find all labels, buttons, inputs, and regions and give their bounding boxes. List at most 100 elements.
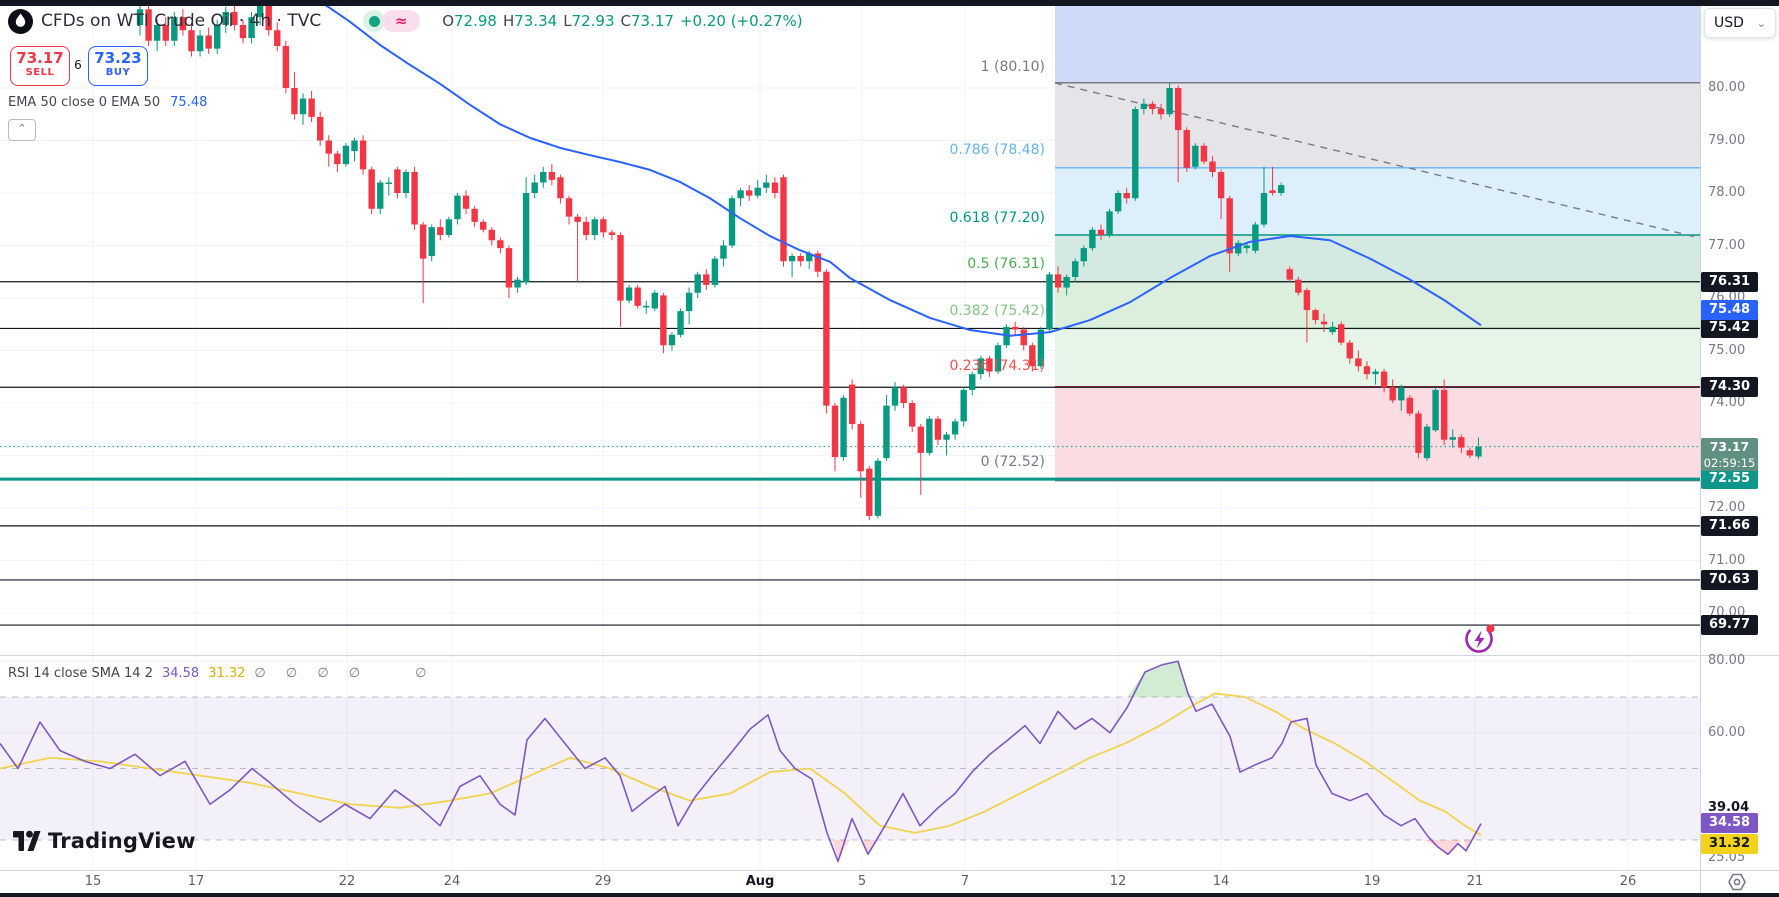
fib-level-label: 0.786 (78.48) <box>949 142 1045 158</box>
change-value: +0.20 (+0.27%) <box>679 12 803 30</box>
candle-body <box>634 287 641 306</box>
boost-flash-button[interactable] <box>1462 620 1500 660</box>
candle-body <box>1209 161 1216 172</box>
pane-divider[interactable] <box>0 655 1779 656</box>
candle-body <box>1192 145 1199 167</box>
scale-settings-button[interactable] <box>1726 872 1748 896</box>
sell-price: 73.17 <box>16 49 64 67</box>
candle-body <box>677 311 684 335</box>
sell-button[interactable]: 73.17 SELL <box>10 46 70 86</box>
candle-body <box>1157 109 1165 115</box>
sell-label: SELL <box>25 67 55 78</box>
candle-body <box>943 434 950 440</box>
candle-body <box>1432 389 1439 431</box>
time-axis-label: 7 <box>960 874 970 889</box>
candle-body <box>1097 229 1105 235</box>
candle-body <box>1029 345 1036 367</box>
candle-body <box>171 17 178 41</box>
candle-body <box>1114 193 1122 212</box>
open-label: O <box>442 12 455 30</box>
rsi-legend[interactable]: RSI 14 close SMA 14 2 34.58 31.32 ∅ ∅ ∅ … <box>8 666 426 681</box>
candle-body <box>763 182 770 188</box>
candle-body <box>1054 274 1062 288</box>
candle-body <box>1320 321 1328 325</box>
market-open-dot-icon <box>363 10 386 32</box>
candle-body <box>402 172 410 193</box>
candle-body <box>437 227 444 235</box>
candle-body <box>1329 326 1336 333</box>
lightning-icon <box>1465 624 1495 653</box>
symbol-logo-icon <box>8 8 33 34</box>
price-axis-label: 72.00 <box>1708 500 1746 515</box>
price-axis-label: 75.00 <box>1708 342 1746 358</box>
candle-body <box>780 177 787 262</box>
candle-body <box>1277 185 1285 193</box>
price-axis-label: 71.00 <box>1708 552 1746 568</box>
tradingview-watermark[interactable]: TradingView <box>13 828 196 854</box>
currency-selector[interactable]: USD ⌄ <box>1704 8 1776 38</box>
candle-body <box>1235 242 1242 254</box>
time-axis-label: Aug <box>745 874 775 889</box>
rsi-line <box>0 660 1482 863</box>
time-axis-label: 22 <box>338 874 356 889</box>
time-axis-label: 24 <box>443 874 461 889</box>
candle-body <box>488 229 495 241</box>
ema50-line <box>317 0 1482 337</box>
candle-body <box>325 140 332 154</box>
time-axis-label: 14 <box>1212 874 1230 889</box>
price-axis-label: 79.00 <box>1708 132 1746 148</box>
candle-body <box>368 169 375 209</box>
candle-body <box>1140 103 1148 109</box>
candle-body <box>909 403 916 427</box>
price-axis-label: 80.00 <box>1708 80 1746 95</box>
candle-body <box>977 358 985 375</box>
fib-band <box>1055 82 1700 168</box>
fib-band <box>1055 281 1700 329</box>
candle-body <box>1269 190 1276 193</box>
fib-level-label: 0.236 (74.31) <box>949 358 1045 374</box>
candle-body <box>136 9 144 25</box>
fib-band <box>1055 235 1700 282</box>
candle-body <box>917 426 924 453</box>
fib-band <box>1055 6 1700 83</box>
candle-body <box>934 418 942 440</box>
candle-body <box>1149 103 1156 109</box>
ema-legend[interactable]: EMA 50 close 0 EMA 50 75.48 <box>8 95 207 110</box>
candle-body <box>651 292 658 309</box>
time-axis-label: 12 <box>1109 874 1127 889</box>
market-status[interactable]: ≈ <box>363 10 421 32</box>
candle-body <box>574 216 581 222</box>
buy-button[interactable]: 73.23 BUY <box>88 46 148 86</box>
symbol-title[interactable]: CFDs on WTI Crude Oil · 4h · TVC <box>41 11 322 31</box>
candle-body <box>179 17 187 31</box>
price-level-badge: 69.77 <box>1701 615 1758 636</box>
candle-body <box>497 240 504 249</box>
candle-body <box>419 224 427 259</box>
price-level-badge: 74.30 <box>1701 377 1758 398</box>
candle-body <box>891 387 899 406</box>
candle-body <box>608 232 616 235</box>
candle-body <box>745 190 753 196</box>
candle-body <box>1089 229 1096 249</box>
candle-body <box>359 140 367 170</box>
candle-body <box>351 140 358 151</box>
collapse-legend-button[interactable]: ⌃ <box>8 119 36 141</box>
rsi-overbought-fill <box>1127 661 1193 697</box>
candle-body <box>969 374 976 390</box>
rsi-empty-values: ∅ ∅ ∅ ∅ <box>254 666 369 681</box>
candle-body <box>480 221 487 230</box>
chevron-down-icon: ⌄ <box>1756 16 1766 30</box>
candle-body <box>994 345 1002 372</box>
tradingview-wordmark: TradingView <box>48 829 196 853</box>
candle-body <box>788 256 796 262</box>
candle-body <box>153 25 161 41</box>
fib-level-label: 0.382 (75.42) <box>949 303 1045 319</box>
candle-body <box>1406 397 1414 414</box>
price-level-badge: 76.31 <box>1701 271 1758 292</box>
rsi-empty-last: ∅ <box>415 666 427 681</box>
candle-body <box>291 88 298 115</box>
rsi-level-label: 39.04 <box>1708 799 1750 815</box>
candle-body <box>1440 389 1448 440</box>
rsi-sma-badge: 31.32 <box>1701 834 1758 854</box>
